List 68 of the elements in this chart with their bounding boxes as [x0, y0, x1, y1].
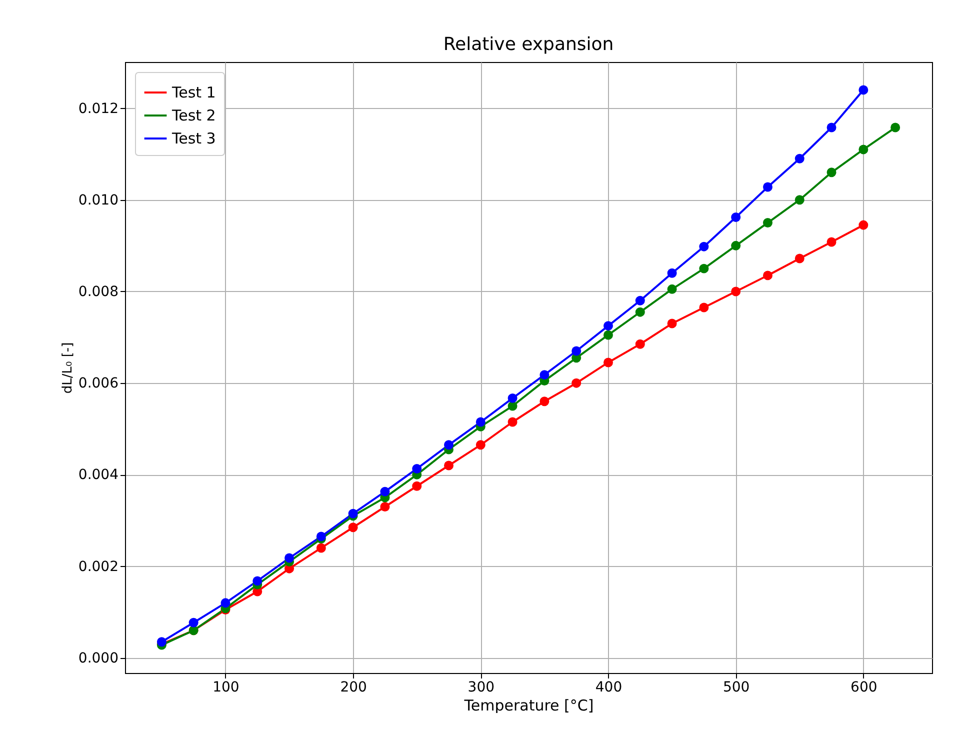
y-tick-label: 0.010	[78, 192, 118, 208]
y-tick-label: 0.012	[78, 100, 118, 117]
point	[858, 220, 868, 230]
point	[667, 284, 677, 294]
point	[572, 378, 582, 388]
y-axis-title: dL/L₀ [-]	[60, 342, 76, 394]
chart-title: Relative expansion	[443, 34, 614, 55]
point	[220, 598, 230, 608]
point	[635, 307, 645, 317]
x-tick-label: 100	[212, 680, 240, 696]
point	[699, 302, 709, 312]
point	[762, 270, 772, 280]
point	[412, 481, 422, 491]
y-tick-label: 0.006	[78, 376, 119, 392]
point	[762, 218, 772, 228]
x-tick-label: 600	[850, 680, 878, 696]
point	[699, 264, 709, 274]
legend-label: Test 2	[171, 106, 216, 124]
point	[794, 195, 804, 205]
point	[444, 440, 454, 450]
point	[826, 168, 836, 178]
point	[188, 618, 198, 628]
x-tick-label: 400	[595, 680, 622, 696]
point	[572, 346, 582, 356]
point	[826, 237, 836, 247]
y-tick-label: 0.000	[78, 650, 118, 666]
point	[540, 370, 550, 380]
point	[699, 242, 709, 252]
y-tick-label: 0.008	[78, 284, 118, 300]
y-tick-label: 0.004	[78, 467, 119, 484]
point	[348, 522, 358, 532]
x-tick-label: 300	[468, 680, 495, 696]
point	[604, 358, 613, 368]
point	[348, 508, 358, 518]
point	[380, 486, 390, 496]
point	[731, 286, 741, 296]
point	[316, 543, 326, 553]
point	[252, 576, 262, 586]
point	[667, 268, 677, 278]
x-tick-label: 500	[722, 680, 750, 696]
x-tick-label: 200	[340, 680, 367, 696]
point	[762, 182, 772, 192]
point	[444, 460, 454, 470]
point	[858, 85, 868, 95]
point	[667, 318, 677, 328]
point	[731, 240, 741, 250]
point	[476, 417, 486, 427]
point	[316, 532, 326, 542]
point	[604, 321, 613, 331]
point	[635, 339, 645, 349]
point	[476, 440, 486, 450]
legend-label: Test 1	[171, 84, 216, 102]
point	[508, 417, 518, 427]
point	[284, 553, 294, 563]
point	[540, 396, 550, 406]
point	[890, 122, 900, 132]
point	[826, 122, 836, 132]
point	[858, 144, 868, 154]
point	[794, 254, 804, 264]
point	[604, 330, 613, 340]
point	[508, 393, 518, 403]
legend-label: Test 3	[171, 130, 216, 148]
y-tick-label: 0.002	[78, 558, 118, 575]
point	[731, 212, 741, 222]
point	[412, 464, 422, 474]
point	[635, 296, 645, 306]
point	[380, 502, 390, 512]
point	[794, 154, 804, 164]
